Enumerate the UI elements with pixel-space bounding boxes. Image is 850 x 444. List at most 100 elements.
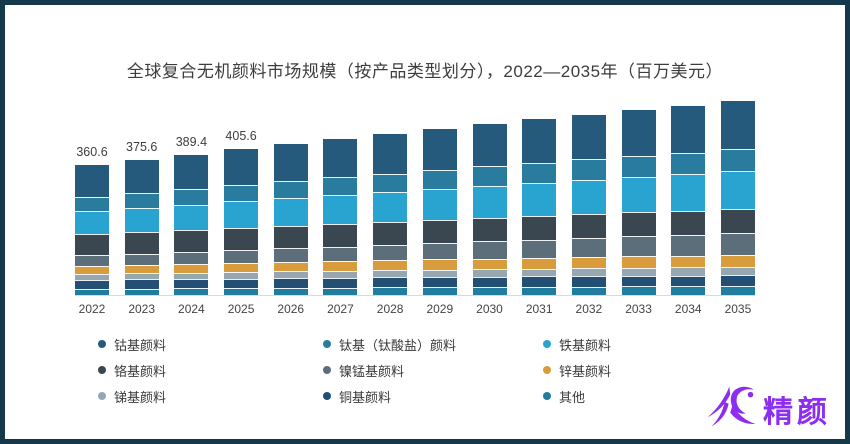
bar-segment	[273, 287, 308, 295]
bar-segment	[571, 286, 606, 295]
bar-column-2033	[621, 95, 656, 295]
bar-segment	[671, 174, 706, 211]
x-axis-label-2027: 2027	[327, 302, 354, 316]
bar-segment	[75, 234, 109, 256]
bar-segment	[671, 267, 706, 276]
bar-segment	[472, 241, 507, 259]
bar-segment	[671, 255, 706, 268]
legend-item: 钴基颜料	[98, 331, 323, 357]
stacked-bar-2026	[273, 144, 308, 295]
bar-segment	[224, 227, 259, 251]
bar-segment	[75, 210, 109, 235]
bar-segment	[224, 184, 259, 201]
bar-column-2026	[273, 95, 308, 295]
x-axis-label-2034: 2034	[674, 302, 702, 316]
bar-segment	[224, 278, 259, 289]
stacked-bar-2029	[422, 129, 457, 295]
stacked-bar-2033	[621, 110, 656, 295]
bar-segment	[273, 225, 308, 249]
bar-segment	[373, 270, 408, 278]
legend-item: 锌基颜料	[543, 357, 611, 383]
bar-segment	[323, 270, 358, 278]
stacked-bar-2035	[720, 100, 755, 295]
x-axis-label-2026: 2026	[277, 302, 305, 316]
bar-segment	[522, 257, 557, 269]
bar-segment	[621, 110, 656, 157]
bar-segment	[671, 105, 706, 153]
bar-segment	[720, 266, 755, 276]
bar-segment	[720, 232, 755, 255]
bar-segment	[273, 144, 308, 181]
bar-segment	[174, 189, 209, 205]
legend-column: 钛基（钛酸盐）颜料 镍锰基颜料铜基颜料	[323, 331, 543, 409]
bar-segment	[571, 256, 606, 269]
bar-segment	[373, 287, 408, 295]
bar-segment	[323, 138, 358, 178]
bar-segment	[671, 234, 706, 256]
bar-segment	[621, 236, 656, 257]
x-axis-label-2023: 2023	[128, 302, 156, 316]
bar-segment	[273, 180, 308, 198]
bar-column-2023: 375.6	[124, 95, 159, 295]
bar-segment	[373, 191, 408, 222]
bar-segment	[174, 154, 209, 190]
bar-segment	[273, 261, 308, 272]
chart-title: 全球复合无机颜料市场规模（按产品类型划分），2022—2035年（百万美元）	[126, 62, 724, 81]
x-axis-label-2035: 2035	[724, 302, 752, 316]
bar-segment	[224, 262, 259, 272]
bar-segment	[174, 272, 209, 280]
legend-swatch-icon	[543, 366, 551, 374]
bar-segment	[373, 134, 408, 174]
bar-segment	[273, 271, 308, 279]
bar-segment	[323, 277, 358, 288]
bar-segment	[422, 129, 457, 170]
legend-item: 镍锰基颜料	[323, 357, 543, 383]
bar-segment	[323, 177, 358, 195]
legend-label: 镍锰基颜料	[339, 363, 405, 379]
bar-segment	[571, 114, 606, 160]
legend-label: 钛基（钛酸盐）颜料	[339, 337, 457, 353]
bar-segment	[273, 278, 308, 288]
bar-segment	[422, 188, 457, 220]
bar-segment	[522, 268, 557, 277]
bar-column-2034	[671, 95, 706, 295]
x-axis-label-2029: 2029	[426, 302, 454, 316]
bar-segment	[422, 243, 457, 260]
stacked-bar-2034	[671, 105, 706, 295]
bar-segment	[571, 276, 606, 287]
legend-label: 其他	[559, 389, 586, 405]
bar-segment	[522, 182, 557, 216]
bar-column-2024: 389.4	[174, 95, 209, 295]
bar-segment	[75, 196, 109, 211]
bar-segment	[124, 288, 159, 295]
bar-segment	[373, 244, 408, 261]
bar-column-2031	[522, 95, 557, 295]
bar-segment	[571, 159, 606, 180]
legend-label: 钴基颜料	[114, 337, 167, 353]
bar-segment	[472, 124, 507, 167]
bar-segment	[75, 279, 109, 289]
bar-segment	[472, 269, 507, 277]
bar-column-2032	[571, 95, 606, 295]
bar-segment	[75, 265, 109, 274]
bar-segment	[124, 264, 159, 274]
x-axis-label-2024: 2024	[178, 302, 205, 316]
bar-segment	[621, 212, 656, 237]
bar-segment	[621, 177, 656, 213]
bar-segment	[273, 197, 308, 226]
stacked-bar-2028	[373, 134, 408, 295]
bar-segment	[174, 279, 209, 289]
legend-item: 铜基颜料	[323, 383, 543, 409]
bar-segment	[422, 277, 457, 288]
stacked-bar-2022	[75, 165, 109, 295]
bar-segment	[273, 248, 308, 262]
bar-segment	[174, 263, 209, 273]
bar-segment	[124, 232, 159, 254]
bar-segment	[472, 258, 507, 270]
bar-segment	[75, 165, 109, 197]
bar-segment	[522, 162, 557, 183]
bar-segment	[174, 251, 209, 264]
stacked-bar-2023	[124, 159, 159, 295]
bar-segment	[323, 261, 358, 271]
legend-label: 锑基颜料	[114, 389, 167, 405]
